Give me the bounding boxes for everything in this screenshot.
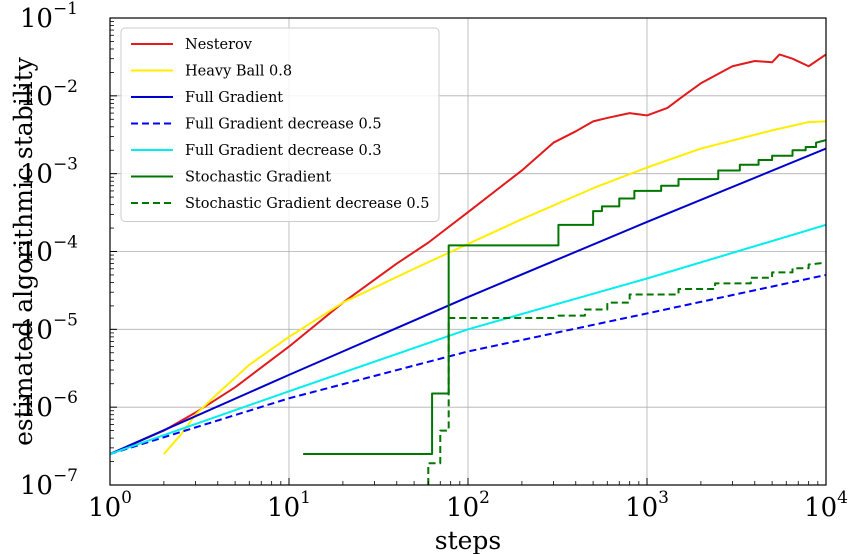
y-tick-base: 10 bbox=[20, 471, 53, 501]
x-tick-label: 102 bbox=[446, 488, 490, 523]
x-tick-exponent: 2 bbox=[479, 488, 490, 508]
y-tick-base: 10 bbox=[20, 4, 53, 34]
x-tick-label: 101 bbox=[267, 488, 311, 523]
y-tick-label: 10−5 bbox=[20, 310, 78, 345]
series-line-4 bbox=[110, 273, 826, 455]
y-tick-base: 10 bbox=[20, 315, 53, 345]
x-tick-base: 10 bbox=[267, 493, 300, 523]
series-line-6 bbox=[303, 139, 826, 456]
x-tick-label: 103 bbox=[625, 488, 669, 523]
y-axis-label: estimated algorithmic stability bbox=[9, 56, 38, 446]
y-tick-exponent: −5 bbox=[53, 310, 78, 330]
legend-label: Full Gradient bbox=[185, 90, 283, 106]
y-tick-label: 10−7 bbox=[20, 466, 78, 501]
series-layer bbox=[110, 53, 826, 485]
x-tick-base: 10 bbox=[804, 493, 837, 523]
x-tick-exponent: 1 bbox=[300, 488, 311, 508]
x-tick-exponent: 3 bbox=[658, 488, 669, 508]
x-tick-base: 10 bbox=[446, 493, 479, 523]
y-tick-label: 10−4 bbox=[20, 233, 78, 268]
y-tick-label: 10−6 bbox=[20, 388, 78, 423]
series-line-2 bbox=[163, 120, 826, 455]
series-line-1 bbox=[110, 53, 826, 455]
y-tick-exponent: −6 bbox=[53, 388, 78, 408]
legend-label: Nesterov bbox=[185, 37, 253, 53]
y-tick-label: 10−2 bbox=[20, 77, 78, 112]
x-tick-exponent: 4 bbox=[837, 488, 848, 508]
x-tick-label: 104 bbox=[804, 488, 848, 523]
x-tick-base: 10 bbox=[625, 493, 658, 523]
legend-label: Full Gradient decrease 0.5 bbox=[185, 117, 382, 133]
y-tick-label: 10−3 bbox=[20, 155, 78, 190]
ticks: 100 101 102 103 10410−710−610−510−410−310−21… bbox=[20, 0, 848, 523]
x-axis-label: steps bbox=[435, 526, 502, 554]
y-tick-base: 10 bbox=[20, 82, 53, 112]
series-line-5 bbox=[110, 223, 826, 455]
y-tick-exponent: −4 bbox=[53, 233, 78, 253]
y-tick-base: 10 bbox=[20, 393, 53, 423]
series-line-3 bbox=[110, 147, 826, 455]
legend: Nesterov Heavy Ball 0.8 Full Gradient Full … bbox=[120, 27, 440, 222]
x-tick-label: 100 bbox=[88, 488, 132, 523]
y-tick-exponent: −3 bbox=[53, 155, 78, 175]
series-line-7 bbox=[427, 261, 826, 485]
y-tick-exponent: −2 bbox=[53, 77, 78, 97]
legend-box bbox=[120, 27, 440, 222]
y-tick-base: 10 bbox=[20, 160, 53, 190]
legend-label: Heavy Ball 0.8 bbox=[185, 64, 292, 80]
y-tick-exponent: −7 bbox=[53, 466, 78, 486]
legend-label: Full Gradient decrease 0.3 bbox=[185, 143, 382, 159]
legend-label: Stochastic Gradient bbox=[185, 170, 331, 186]
x-tick-base: 10 bbox=[88, 493, 121, 523]
y-tick-exponent: −1 bbox=[53, 0, 78, 19]
y-tick-label: 10−1 bbox=[20, 0, 78, 34]
legend-label: Stochastic Gradient decrease 0.5 bbox=[185, 196, 430, 212]
y-tick-base: 10 bbox=[20, 238, 53, 268]
x-tick-exponent: 0 bbox=[121, 488, 132, 508]
